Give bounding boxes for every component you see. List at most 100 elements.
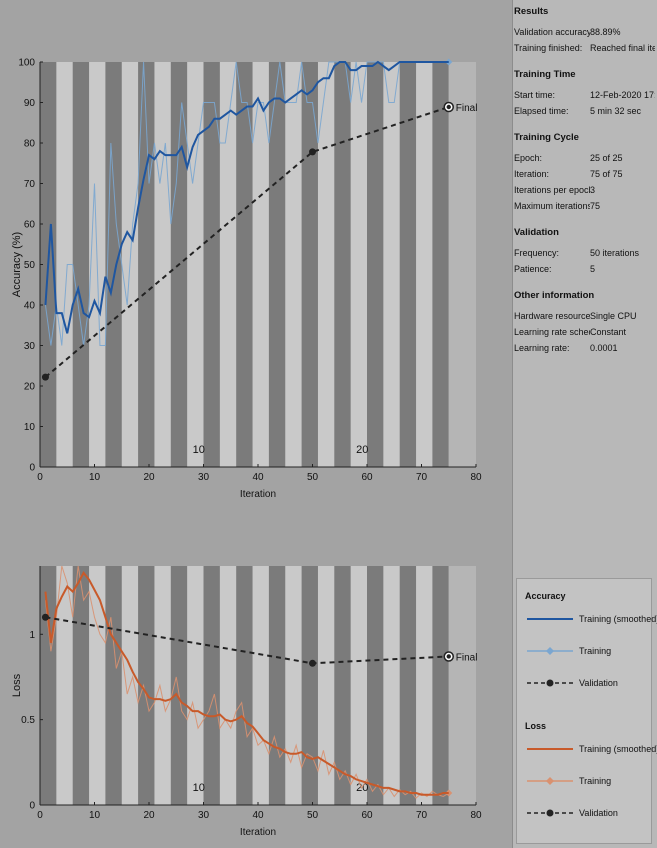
legend-label: Training [579, 776, 612, 786]
y-tick-label: 100 [18, 58, 35, 69]
validation-point [41, 613, 49, 621]
y-tick-label: 40 [24, 301, 36, 312]
legend-dashed-icon [527, 809, 573, 817]
info-label: Iteration: [514, 169, 550, 179]
y-tick-label: 70 [24, 179, 36, 190]
info-label: Start time: [514, 90, 556, 100]
info-value: 75 of 75 [590, 169, 623, 179]
final-validation-marker-dot [446, 104, 451, 110]
legend-item: Training (smoothed) [523, 741, 657, 757]
y-tick-label: 0.5 [21, 715, 35, 726]
epoch-band [268, 62, 286, 467]
x-tick-label: 40 [252, 472, 264, 483]
section-title: Training Cycle [514, 132, 579, 143]
epoch-band [236, 62, 253, 467]
y-axis-label: Loss [11, 673, 23, 697]
x-tick-label: 70 [416, 472, 428, 483]
validation-point [41, 373, 49, 381]
legend-label: Validation [579, 808, 618, 818]
legend-label: Training (smoothed) [579, 614, 657, 624]
y-tick-label: 90 [24, 98, 36, 109]
validation-series-line [44, 106, 450, 378]
info-value: 0.0001 [590, 343, 618, 353]
x-tick-label: 70 [416, 810, 428, 821]
legend-line-icon [527, 748, 573, 750]
x-tick-label: 60 [361, 472, 373, 483]
info-value: 5 [590, 264, 596, 274]
plot-legend: Accuracy Training (smoothed) Training Va… [516, 578, 657, 844]
section-title: Results [514, 6, 549, 17]
info-value: 75 [590, 201, 601, 211]
info-label: Elapsed time: [514, 106, 569, 116]
info-row: Learning rate schedule:Constant [514, 324, 655, 340]
training-series-line [44, 61, 449, 346]
info-value: Single CPU [590, 311, 637, 321]
validation-point [309, 148, 316, 156]
epoch-label: 10 [193, 444, 205, 456]
plots-area: 0 10 20 30 40 50 60 70 80 0 10 20 30 40 50 60 70 80 90 100 1… [11, 57, 482, 838]
epoch-band [138, 566, 155, 805]
post-training-region [448, 62, 476, 467]
legend-line-marker-icon [527, 647, 573, 655]
info-row: Learning rate: 0.0001 [514, 340, 655, 356]
epoch-band [236, 566, 253, 805]
info-label: Frequency: [514, 248, 560, 258]
legend-line-marker-icon [527, 777, 573, 785]
epoch-band [334, 566, 351, 805]
x-tick-label: 30 [198, 472, 210, 483]
info-label: Iterations per epoch: [514, 185, 590, 195]
x-tick-label: 50 [307, 472, 319, 483]
info-label: Epoch: [514, 153, 543, 163]
y-axis-label: Accuracy (%) [11, 232, 23, 297]
section-title: Other information [514, 290, 595, 301]
x-tick-label: 10 [89, 472, 101, 483]
legend-label: Validation [579, 678, 618, 688]
x-tick-label: 0 [37, 472, 43, 483]
other-information-section: Other information Hardware resource: Sing… [514, 290, 655, 356]
info-label: Maximum iterations: [514, 201, 590, 211]
results-section: Results Validation accuracy: 88.89% Train… [514, 6, 655, 56]
epoch-band [367, 566, 384, 805]
legend-line-icon [527, 618, 573, 620]
training-time-section: Training Time Start time: 12-Feb-2020 17:… [514, 69, 655, 119]
loss-plot: 0 10 20 30 40 50 60 70 80 0 0.5 1 10 20 Iteration Loss F… [11, 565, 482, 838]
x-axis-label: Iteration [240, 489, 276, 500]
legend-item: Validation [523, 675, 645, 691]
legend-item: Training (smoothed) [523, 611, 657, 627]
epoch-label: 10 [193, 782, 205, 794]
info-value: Reached final iteration [590, 43, 655, 53]
info-row: Iterations per epoch: 3 [514, 182, 655, 198]
info-value: 50 iterations [590, 248, 640, 258]
epoch-band [138, 62, 155, 467]
validation-point [309, 659, 316, 667]
post-training-region [448, 566, 476, 805]
y-tick-label: 50 [24, 260, 36, 271]
info-row: Start time: 12-Feb-2020 17:42:39 [514, 87, 655, 103]
info-row: Validation accuracy: 88.89% [514, 24, 655, 40]
y-tick-label: 30 [24, 341, 36, 352]
epoch-band [268, 566, 286, 805]
y-tick-label: 80 [24, 139, 36, 150]
epoch-band [301, 566, 318, 805]
x-tick-label: 60 [361, 810, 373, 821]
epoch-band [399, 62, 417, 467]
x-tick-label: 40 [252, 810, 264, 821]
final-label: Final [456, 652, 478, 663]
epoch-band [301, 62, 318, 467]
x-tick-label: 0 [37, 810, 43, 821]
y-tick-label: 0 [29, 801, 35, 812]
accuracy-plot: 0 10 20 30 40 50 60 70 80 0 10 20 30 40 50 60 70 80 90 100 1… [11, 58, 482, 501]
x-tick-label: 10 [89, 810, 101, 821]
y-tick-label: 10 [24, 422, 36, 433]
info-label: Training finished: [514, 43, 583, 53]
info-value: Constant [590, 327, 627, 337]
y-tick-label: 60 [24, 220, 36, 231]
x-tick-label: 80 [470, 810, 482, 821]
legend-label: Training (smoothed) [579, 744, 657, 754]
section-title: Validation [514, 227, 559, 238]
info-row: Hardware resource: Single CPU [514, 308, 655, 324]
legend-section-title: Loss [525, 721, 547, 731]
epoch-band [72, 566, 90, 805]
smoothed-series-line [44, 571, 449, 796]
info-row: Epoch: 25 of 25 [514, 150, 655, 166]
